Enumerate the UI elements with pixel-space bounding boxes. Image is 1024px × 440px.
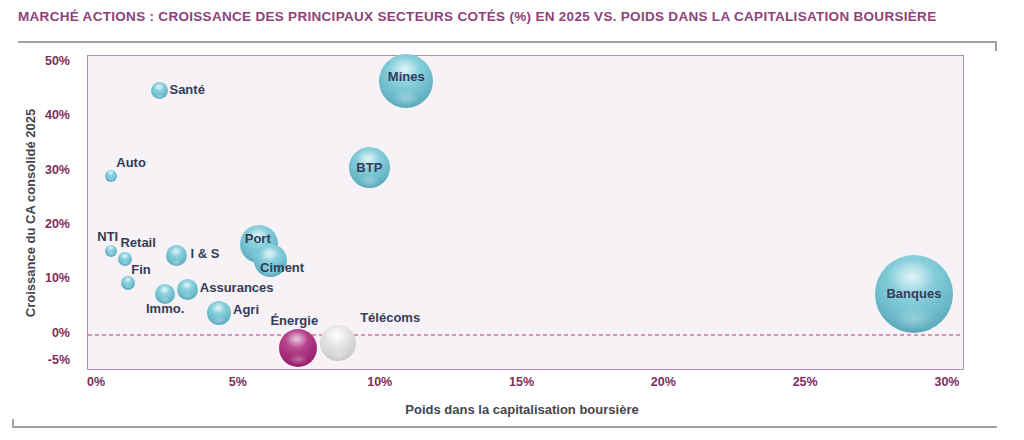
figure-title: MARCHÉ ACTIONS : CROISSANCE DES PRINCIPA…: [18, 9, 936, 24]
x-tick-label: 0%: [87, 375, 105, 389]
bubble-label-energie: Énergie: [270, 314, 318, 328]
bubble-label-fin: Fin: [131, 263, 151, 277]
bubble-label-auto: Auto: [116, 156, 146, 170]
x-tick-label: 25%: [793, 375, 818, 389]
x-tick-label: 15%: [509, 375, 534, 389]
y-tick-label: 30%: [0, 163, 78, 177]
y-tick-label: 10%: [0, 271, 78, 285]
bubble-label-banques: Banques: [886, 287, 941, 301]
bubble-sante: [151, 82, 168, 99]
plot-area: Santé Auto Mines BTP NTIRetail I & S Port Cimen…: [87, 55, 964, 370]
y-tick-label: 50%: [0, 54, 78, 68]
x-tick-label: 10%: [367, 375, 392, 389]
bubble-label-btp: BTP: [356, 161, 382, 175]
x-tick-label: 5%: [229, 375, 247, 389]
bubble-label-nti: NTI: [97, 230, 118, 244]
figure: MARCHÉ ACTIONS : CROISSANCE DES PRINCIPA…: [0, 0, 1024, 440]
x-tick-label: 20%: [651, 375, 676, 389]
bubble-i-s: [166, 245, 187, 266]
bubble-label-ciment: Ciment: [260, 261, 304, 275]
bubble-label-retail: Retail: [120, 236, 155, 250]
bubble-fin: [121, 276, 135, 290]
bubble-nti: [105, 245, 117, 257]
bottom-rule: [12, 426, 997, 428]
bubble-assurances: [177, 279, 198, 300]
title-rule: [18, 41, 997, 43]
bubble-agri: [207, 301, 231, 325]
y-tick-label: 40%: [0, 108, 78, 122]
zero-reference-line: [88, 334, 963, 336]
y-axis-title: Croissance du CA consolidé 2025: [23, 109, 38, 317]
bubble-label-immo: Immo.: [146, 302, 184, 316]
y-tick-label: -5%: [0, 353, 78, 367]
y-tick-label: 0%: [0, 326, 78, 340]
x-axis-title: Poids dans la capitalisation boursière: [405, 402, 638, 417]
bubble-telecoms: [320, 325, 356, 361]
bubble-energie: [279, 329, 317, 367]
bubble-label-mines: Mines: [388, 70, 425, 84]
bubble-label-assurances: Assurances: [200, 281, 274, 295]
bubble-auto: [105, 170, 117, 182]
bubble-label-port: Port: [245, 232, 271, 246]
bubble-label-i-s: I & S: [190, 247, 219, 261]
bubble-label-sante: Santé: [169, 83, 204, 97]
bubble-label-telecoms: Télécoms: [360, 311, 420, 325]
bubble-label-agri: Agri: [233, 303, 259, 317]
y-tick-label: 20%: [0, 217, 78, 231]
x-tick-label: 30%: [934, 375, 959, 389]
